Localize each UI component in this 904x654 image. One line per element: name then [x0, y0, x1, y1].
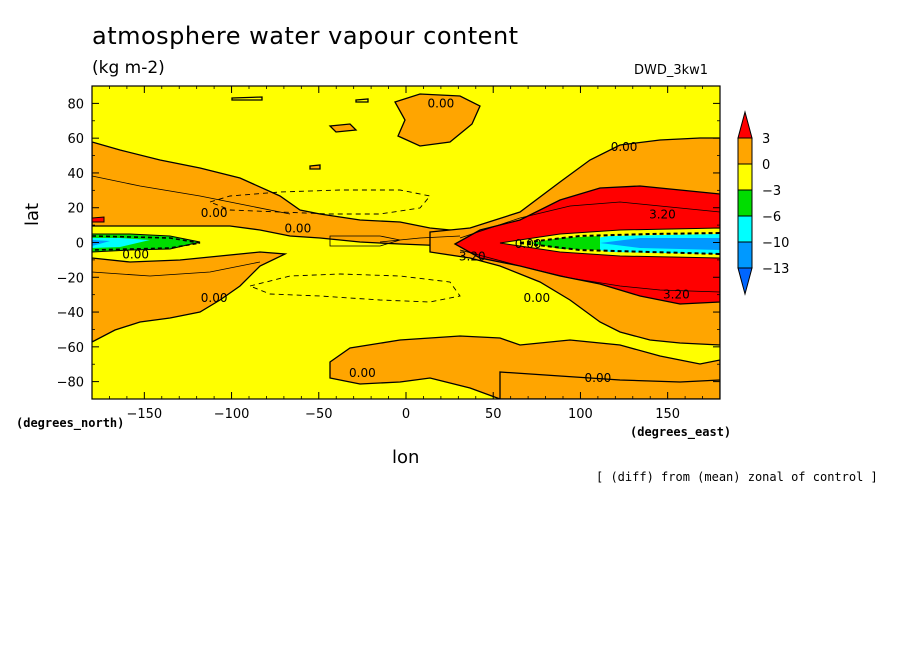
colorbar: 3 0 −3 −6 −10 −13 [737, 110, 789, 296]
contour-thin-6 [379, 235, 461, 243]
y-axis-units: (degrees_north) [16, 416, 125, 430]
contour-label: 0.00 [122, 248, 149, 262]
x-tick-label: −100 [214, 407, 250, 422]
units-label: (kg m-2) [92, 58, 165, 78]
contour-label: 0.00 [201, 291, 228, 305]
colorbar-segment [737, 163, 753, 191]
contour-label: 0.00 [515, 237, 542, 251]
y-tick-label: 80 [67, 97, 84, 112]
x-axis-ticks: −150 −100 −50 0 50 100 150 [109, 86, 703, 422]
x-axis-label: lon [392, 447, 420, 468]
colorbar-segment [737, 241, 753, 269]
contour-thin-2 [92, 261, 261, 277]
colorbar-label: −10 [762, 236, 789, 251]
contour-small-arctic-3 [328, 123, 358, 133]
contour-label: 0.00 [585, 371, 612, 385]
region-positive-antarctic [499, 371, 720, 399]
contour-dashed-south [248, 273, 461, 303]
contour-small-arctic-4 [309, 164, 321, 170]
y-tick-label: −80 [57, 376, 84, 391]
contour-label: 0.00 [523, 291, 550, 305]
y-tick-label: −20 [57, 271, 84, 286]
y-tick-label: −40 [57, 306, 84, 321]
colorbar-label: −6 [762, 210, 781, 225]
contour-thin-1 [92, 175, 291, 215]
colorbar-label: −3 [762, 184, 781, 199]
colorbar-segment [737, 189, 753, 217]
region-negative-east-blue [600, 238, 720, 250]
contour-label: 3.20 [663, 288, 690, 302]
contour-label: 0.00 [349, 366, 376, 380]
region-negative-east-green [530, 236, 600, 250]
contour-label: 0.00 [428, 96, 455, 110]
contour-label: 0.00 [201, 206, 228, 220]
contour-thin-5 [329, 235, 401, 247]
y-axis-ticks: 80 60 40 20 0 −20 −40 −60 −80 [57, 85, 720, 400]
x-tick-label: 0 [402, 407, 410, 422]
colorbar-label: 0 [762, 158, 770, 173]
y-tick-label: −60 [57, 341, 84, 356]
contour-dashed-north [208, 189, 431, 215]
x-tick-label: −150 [126, 407, 162, 422]
contour-label: 0.00 [611, 140, 638, 154]
map-field [92, 86, 720, 399]
colorbar-label: 3 [762, 132, 770, 147]
y-tick-label: 40 [67, 167, 84, 182]
contour-label: 3.20 [649, 208, 676, 222]
contour-dashed-equator-east [519, 232, 720, 255]
x-tick-label: 50 [485, 407, 502, 422]
contour-dashed-equator-west [92, 235, 201, 251]
colorbar-label: −13 [762, 262, 789, 277]
x-tick-label: −50 [305, 407, 332, 422]
region-negative-west-cyan [92, 238, 150, 248]
y-tick-label: 0 [76, 237, 84, 252]
region-positive-north-patch [394, 93, 481, 147]
region-negative-west-blue [92, 240, 110, 246]
colorbar-segment [737, 267, 753, 296]
contour-small-arctic-1 [231, 96, 263, 101]
footnote: [ (diff) from (mean) zonal of control ] [596, 470, 878, 484]
contour-label: 3.20 [459, 249, 486, 263]
colorbar-segment [737, 215, 753, 243]
region-positive-south-west [92, 251, 288, 343]
y-tick-label: 20 [67, 202, 84, 217]
contour-small-arctic-2 [355, 98, 369, 103]
contour-label: 0.00 [284, 222, 311, 236]
colorbar-segment [737, 137, 753, 165]
y-tick-label: 60 [67, 132, 84, 147]
region-red-west-spot [92, 216, 105, 223]
x-tick-label: 150 [655, 407, 680, 422]
x-tick-label: 100 [568, 407, 593, 422]
dataset-label: DWD_3kw1 [634, 63, 709, 78]
colorbar-segment [737, 110, 753, 139]
contour-labels: 0.00 0.00 0.00 0.00 0.00 0.00 3.20 3.20 0.00 3.20… [122, 96, 689, 385]
contour-thin-3 [459, 201, 720, 239]
chart-title: atmosphere water vapour content [92, 22, 519, 50]
contour-thin-4 [459, 249, 720, 293]
x-axis-units: (degrees_east) [630, 425, 732, 439]
